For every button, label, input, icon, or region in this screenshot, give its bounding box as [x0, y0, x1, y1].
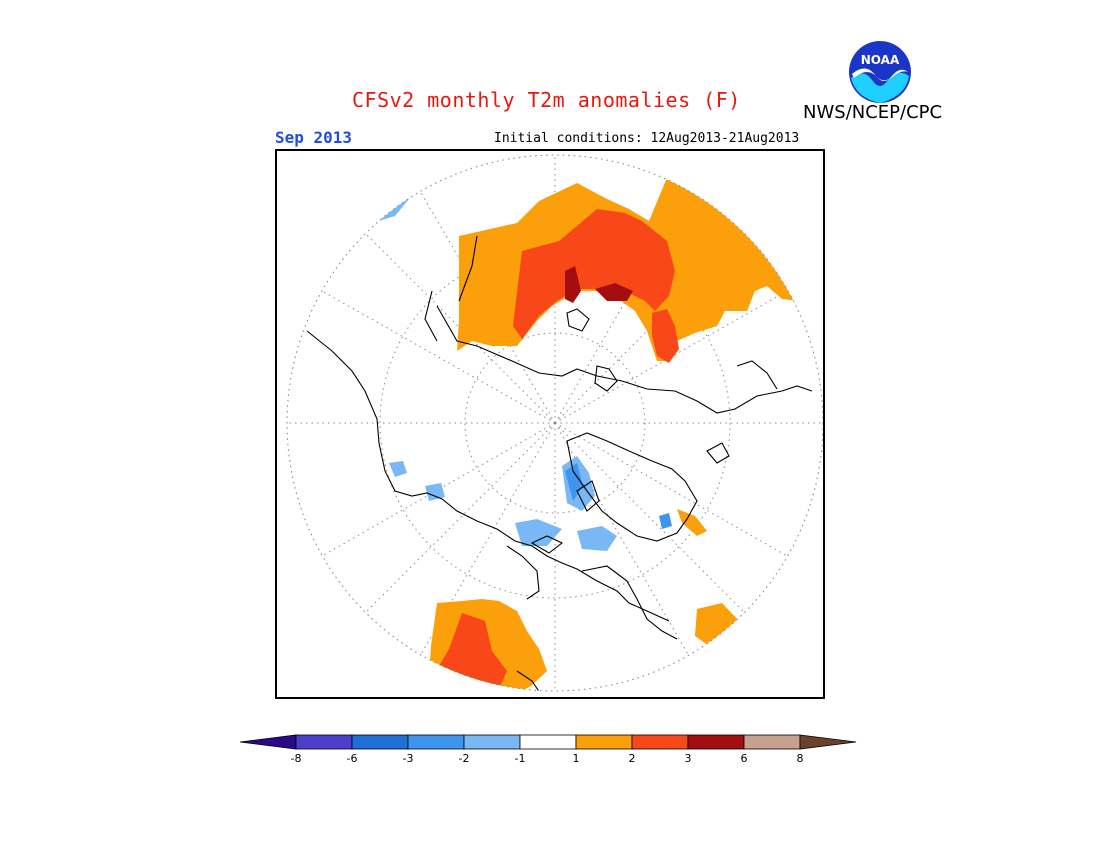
anomaly-warm-scandinavia [695, 603, 739, 646]
colorbar-tick-label: 1 [572, 752, 580, 765]
colorbar-tick-label: 2 [628, 752, 636, 765]
anomaly-cool-canada-east [425, 483, 445, 501]
anomaly-cool-hudson [577, 526, 617, 551]
colorbar-box [519, 734, 577, 750]
colorbar-tick-label: -1 [514, 752, 526, 765]
anomaly-cool-pacific [389, 461, 407, 477]
colorbar-box [743, 734, 801, 750]
anomaly-cool-beaufort [372, 189, 409, 223]
colorbar-box [631, 734, 689, 750]
colorbar [240, 734, 857, 750]
colorbar-box [351, 734, 409, 750]
anomaly-warm2-siberia [513, 209, 675, 339]
colorbar-arrow-high [799, 734, 857, 750]
anomaly-cool2-canada-arch [565, 463, 583, 501]
coastlines [306, 235, 813, 691]
colorbar-tick-label: -8 [290, 752, 302, 765]
anomaly-cool-greenland-east [659, 513, 672, 529]
initial-conditions: Initial conditions: 12Aug2013-21Aug2013 [494, 131, 800, 146]
colorbar-box [687, 734, 745, 750]
colorbar-tick-label: -3 [402, 752, 414, 765]
colorbar-box [463, 734, 521, 750]
map-graticule [287, 155, 823, 691]
agency-label: NWS/NCEP/CPC [803, 102, 943, 123]
colorbar-tick-label: -2 [458, 752, 470, 765]
anomaly-warm3-taymyr [595, 283, 633, 301]
map-frame [275, 149, 825, 699]
noaa-logo: NOAA [849, 41, 911, 103]
map-outer-ring [286, 154, 823, 692]
forecast-period: Sep 2013 [275, 128, 353, 147]
colorbar-box [407, 734, 465, 750]
colorbar-tick-label: 3 [684, 752, 692, 765]
anomaly-warm2-siberia-east [652, 309, 679, 363]
chart-title: CFSv2 monthly T2m anomalies (F) [352, 88, 741, 112]
colorbar-box [295, 734, 353, 750]
anomaly-cool-canada-west [515, 519, 562, 546]
colorbar-box [575, 734, 633, 750]
noaa-logo-text: NOAA [861, 53, 900, 67]
colorbar-tick-label: 6 [740, 752, 748, 765]
colorbar-tick-label: -6 [346, 752, 358, 765]
colorbar-arrow-low [240, 734, 297, 750]
polar-map [286, 154, 823, 692]
anomaly-warm3-siberia [565, 266, 581, 303]
colorbar-tick-label: 8 [796, 752, 804, 765]
anomaly-warm-greenland [677, 509, 707, 536]
